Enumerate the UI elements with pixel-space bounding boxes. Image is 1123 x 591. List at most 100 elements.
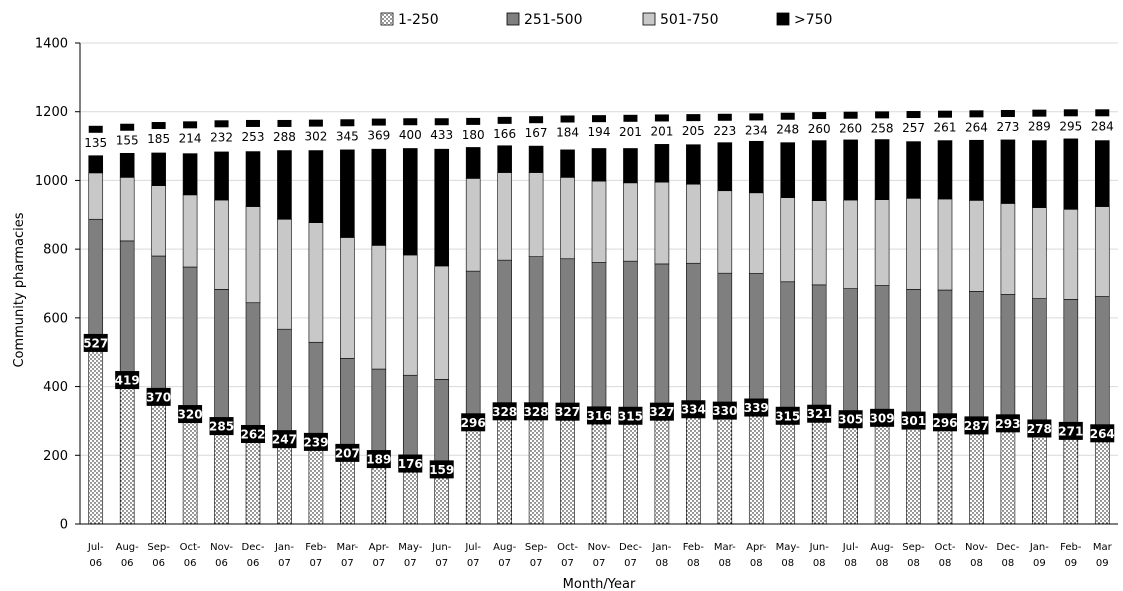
top-data-label: 223 — [713, 124, 736, 138]
bar-segment-1-250 — [717, 410, 733, 525]
top-data-label: 214 — [179, 131, 202, 145]
bar-segment-251-500 — [937, 289, 953, 423]
bar-segment->750 — [340, 149, 355, 238]
x-tick-label: Jul- — [842, 542, 859, 553]
bar-stack: 201 327 — [649, 114, 674, 525]
bottom-label-box — [146, 387, 171, 406]
bar-segment-501-750 — [843, 199, 858, 289]
x-tick-label: May- — [398, 542, 422, 553]
top-data-label: 258 — [871, 121, 894, 135]
x-tick-label: Jul- — [87, 542, 104, 553]
bar-segment-1-250 — [402, 463, 418, 525]
bar-total-cap — [371, 118, 386, 126]
bar-segment-1-250 — [686, 408, 701, 525]
y-tick-label: 400 — [43, 380, 68, 395]
x-tick-label: Oct- — [180, 542, 201, 553]
bottom-data-label: 527 — [83, 336, 108, 350]
x-tick-label: Mar- — [714, 542, 736, 553]
bottom-label-box — [241, 424, 265, 443]
bottom-data-label: 159 — [429, 463, 454, 477]
bar-segment-501-750 — [623, 182, 638, 262]
top-data-label: 205 — [682, 124, 705, 138]
bar-segment-501-750 — [88, 172, 104, 220]
bottom-label-box — [1027, 419, 1052, 438]
bar-segment-251-500 — [245, 302, 261, 435]
bar-segment-1-250 — [1094, 432, 1110, 525]
bar-segment-1-250 — [780, 415, 796, 525]
bottom-data-label: 278 — [1027, 422, 1052, 436]
x-tick-label: Jan- — [274, 542, 294, 553]
bar-segment-251-500 — [308, 341, 324, 443]
x-tick-label: 08 — [813, 558, 826, 569]
bar-segment-1-250 — [748, 407, 764, 525]
bar-segment-1-250 — [937, 422, 953, 525]
bottom-label-box — [335, 443, 360, 462]
bar-segment-501-750 — [780, 197, 796, 283]
bar-stack: 295 271 — [1058, 109, 1083, 525]
bar-segment-1-250 — [308, 441, 324, 525]
bar-segment-501-750 — [119, 177, 135, 242]
x-tick-label: Sep- — [147, 542, 170, 553]
bottom-label-box — [618, 406, 643, 425]
top-data-label: 155 — [116, 134, 139, 148]
x-tick-label: Jun- — [809, 542, 830, 553]
bar-total-cap — [497, 116, 512, 124]
bar-total-cap — [875, 111, 890, 119]
x-tick-label: Jul- — [464, 542, 481, 553]
x-tick-label: Feb- — [1060, 542, 1082, 553]
y-tick-label: 1000 — [35, 174, 68, 189]
bar-segment->750 — [906, 141, 921, 199]
bar-stack: 155 419 — [115, 123, 140, 525]
x-tick-label: 06 — [89, 558, 102, 569]
bar-total-cap — [120, 123, 135, 131]
bottom-data-label: 315 — [618, 409, 643, 423]
bar-segment-501-750 — [1063, 208, 1079, 300]
bar-stack: 289 278 — [1027, 109, 1052, 525]
x-tick-label: Jun- — [431, 542, 452, 553]
bottom-data-label: 293 — [995, 417, 1020, 431]
bar-segment->750 — [1063, 138, 1079, 210]
bottom-label-box — [712, 401, 737, 420]
bar-stack: 369 189 — [366, 118, 391, 525]
y-axis-label: Community pharmacies — [12, 212, 27, 367]
top-data-label: 167 — [525, 126, 548, 140]
bar-segment-501-750 — [1032, 207, 1047, 299]
x-tick-label: 09 — [1064, 558, 1077, 569]
bar-segment->750 — [969, 139, 984, 201]
bar-segment-1-250 — [340, 452, 355, 525]
bottom-label-box — [901, 411, 926, 430]
bottom-label-box — [83, 333, 108, 352]
bar-total-cap — [969, 110, 984, 118]
top-data-label: 201 — [650, 124, 673, 138]
bottom-data-label: 321 — [807, 407, 832, 421]
x-tick-label: Feb- — [305, 542, 327, 553]
bottom-label-box — [964, 416, 989, 435]
bar-total-cap — [183, 121, 198, 129]
x-tick-label: May- — [776, 542, 800, 553]
bar-segment-501-750 — [340, 237, 355, 359]
x-tick-label: Mar- — [336, 542, 358, 553]
bottom-data-label: 247 — [272, 433, 297, 447]
bar-segment-1-250 — [874, 417, 890, 525]
bottom-label-box — [681, 400, 706, 419]
top-data-label: 284 — [1091, 119, 1114, 133]
x-tick-label: 07 — [404, 558, 417, 569]
x-tick-label: Apr- — [369, 542, 390, 553]
top-data-label: 257 — [902, 121, 925, 135]
bar-total-cap — [277, 119, 292, 127]
bar-total-cap — [434, 118, 449, 126]
bottom-label-box — [838, 410, 863, 429]
bar-total-cap — [812, 112, 827, 120]
bottom-label-box — [1058, 421, 1083, 440]
x-tick-label: 07 — [372, 558, 385, 569]
bar-stack: 185 370 — [146, 122, 171, 525]
bar-segment-251-500 — [717, 272, 733, 411]
bar-segment-501-750 — [1000, 203, 1016, 295]
bar-segment-1-250 — [906, 420, 921, 525]
bar-total-cap — [623, 114, 638, 122]
legend-swatch — [642, 12, 656, 26]
bar-segment-501-750 — [371, 245, 387, 370]
bar-segment-501-750 — [465, 178, 481, 272]
top-data-label: 273 — [996, 120, 1019, 134]
